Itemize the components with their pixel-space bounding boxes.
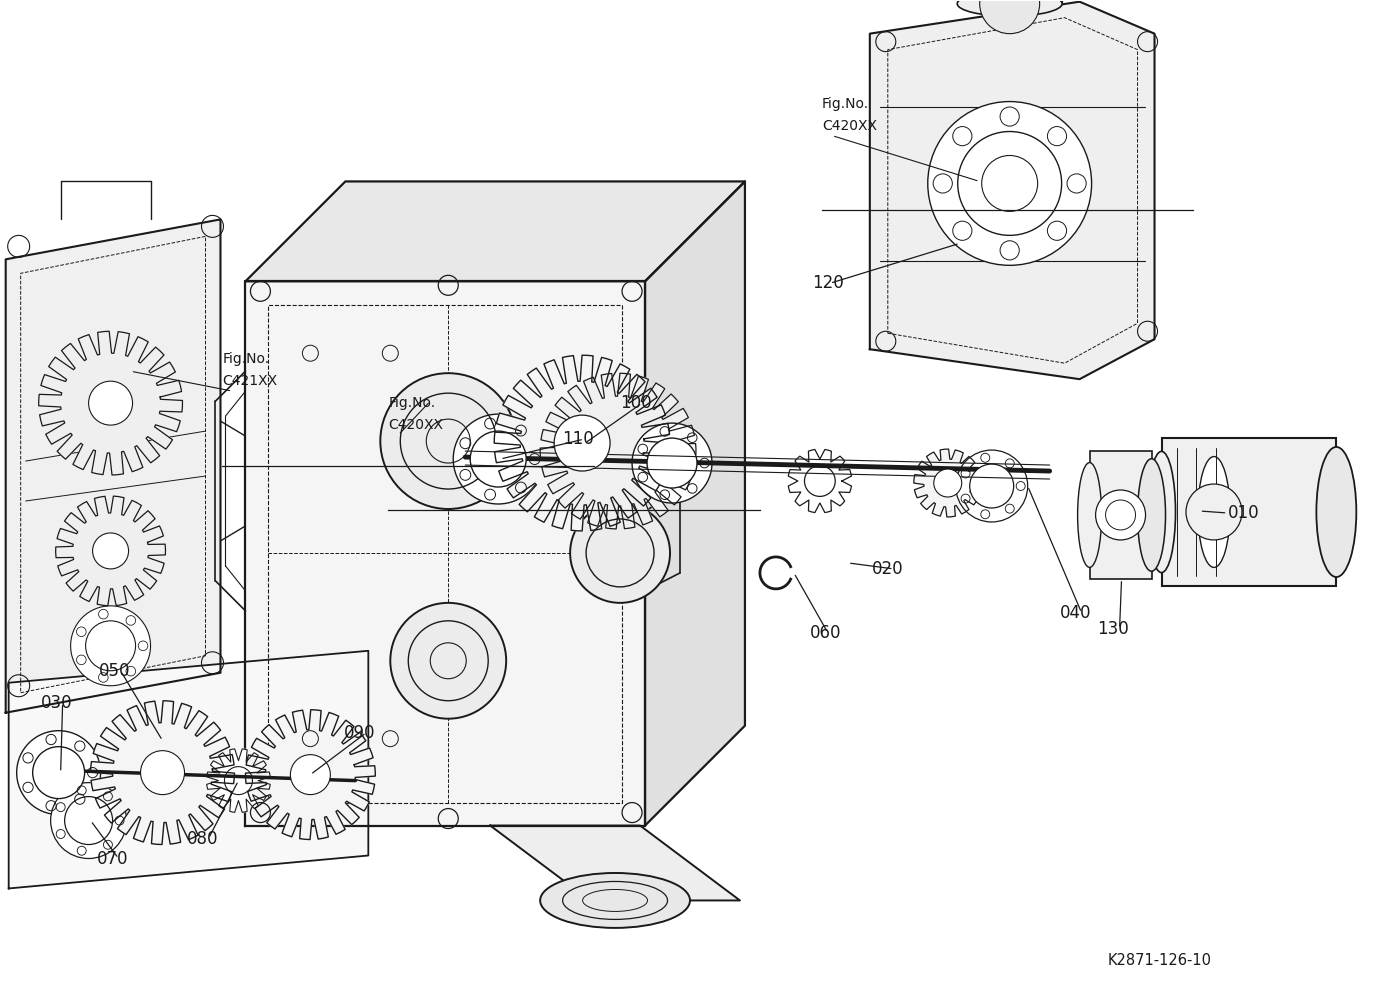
Ellipse shape	[1317, 447, 1357, 577]
Text: C420XX: C420XX	[822, 118, 877, 132]
Circle shape	[1186, 484, 1242, 540]
Circle shape	[381, 373, 516, 509]
Circle shape	[17, 731, 101, 815]
Polygon shape	[207, 749, 270, 813]
Polygon shape	[914, 449, 982, 517]
Circle shape	[928, 101, 1092, 265]
Circle shape	[570, 503, 670, 603]
Circle shape	[141, 751, 185, 795]
Text: 130: 130	[1098, 620, 1129, 638]
Text: 070: 070	[97, 850, 128, 868]
Circle shape	[88, 381, 132, 425]
Circle shape	[454, 414, 543, 504]
Polygon shape	[8, 651, 368, 889]
Circle shape	[92, 533, 128, 569]
Text: 040: 040	[1059, 604, 1091, 622]
Circle shape	[85, 621, 135, 671]
Ellipse shape	[1198, 456, 1230, 568]
Text: 020: 020	[872, 560, 903, 578]
Text: 030: 030	[40, 694, 72, 712]
Polygon shape	[245, 281, 645, 826]
Bar	[1161, 438, 1336, 586]
Circle shape	[291, 755, 331, 795]
Polygon shape	[541, 373, 696, 529]
Text: 110: 110	[563, 430, 594, 448]
Polygon shape	[645, 181, 745, 826]
Circle shape	[979, 0, 1040, 34]
Text: K2871-126-10: K2871-126-10	[1107, 953, 1212, 968]
Ellipse shape	[541, 873, 690, 928]
Bar	[269, 305, 622, 803]
Text: 060: 060	[809, 624, 841, 642]
Circle shape	[956, 450, 1027, 522]
Circle shape	[51, 783, 127, 859]
Text: 080: 080	[186, 830, 218, 848]
Polygon shape	[245, 710, 375, 840]
Text: Fig.No.: Fig.No.	[222, 352, 270, 366]
Polygon shape	[490, 826, 741, 901]
Circle shape	[934, 469, 961, 497]
Ellipse shape	[957, 0, 1062, 16]
Circle shape	[958, 131, 1062, 235]
Circle shape	[969, 464, 1014, 508]
Polygon shape	[91, 701, 234, 845]
Circle shape	[1095, 490, 1146, 540]
Polygon shape	[245, 181, 745, 281]
Circle shape	[33, 747, 84, 799]
Circle shape	[470, 431, 527, 487]
Ellipse shape	[1138, 458, 1165, 572]
Circle shape	[554, 415, 610, 471]
Text: C421XX: C421XX	[222, 374, 277, 388]
Polygon shape	[6, 219, 221, 713]
Polygon shape	[39, 331, 182, 475]
Text: Fig.No.: Fig.No.	[389, 396, 436, 410]
Polygon shape	[494, 355, 670, 531]
Ellipse shape	[1077, 462, 1102, 568]
Polygon shape	[870, 2, 1154, 379]
Circle shape	[632, 423, 712, 503]
Text: Fig.No.: Fig.No.	[822, 96, 869, 110]
Text: 090: 090	[345, 724, 376, 742]
Text: 100: 100	[621, 394, 652, 412]
Text: C420XX: C420XX	[389, 418, 443, 432]
Circle shape	[982, 155, 1037, 211]
Bar	[1089, 451, 1151, 579]
Circle shape	[390, 603, 506, 719]
Text: 010: 010	[1227, 504, 1259, 522]
Circle shape	[70, 606, 150, 686]
Polygon shape	[55, 496, 165, 606]
Text: 120: 120	[812, 274, 844, 292]
Polygon shape	[789, 449, 851, 513]
Circle shape	[647, 438, 696, 488]
Ellipse shape	[1147, 451, 1175, 573]
Text: 050: 050	[98, 662, 130, 680]
Circle shape	[65, 797, 113, 845]
